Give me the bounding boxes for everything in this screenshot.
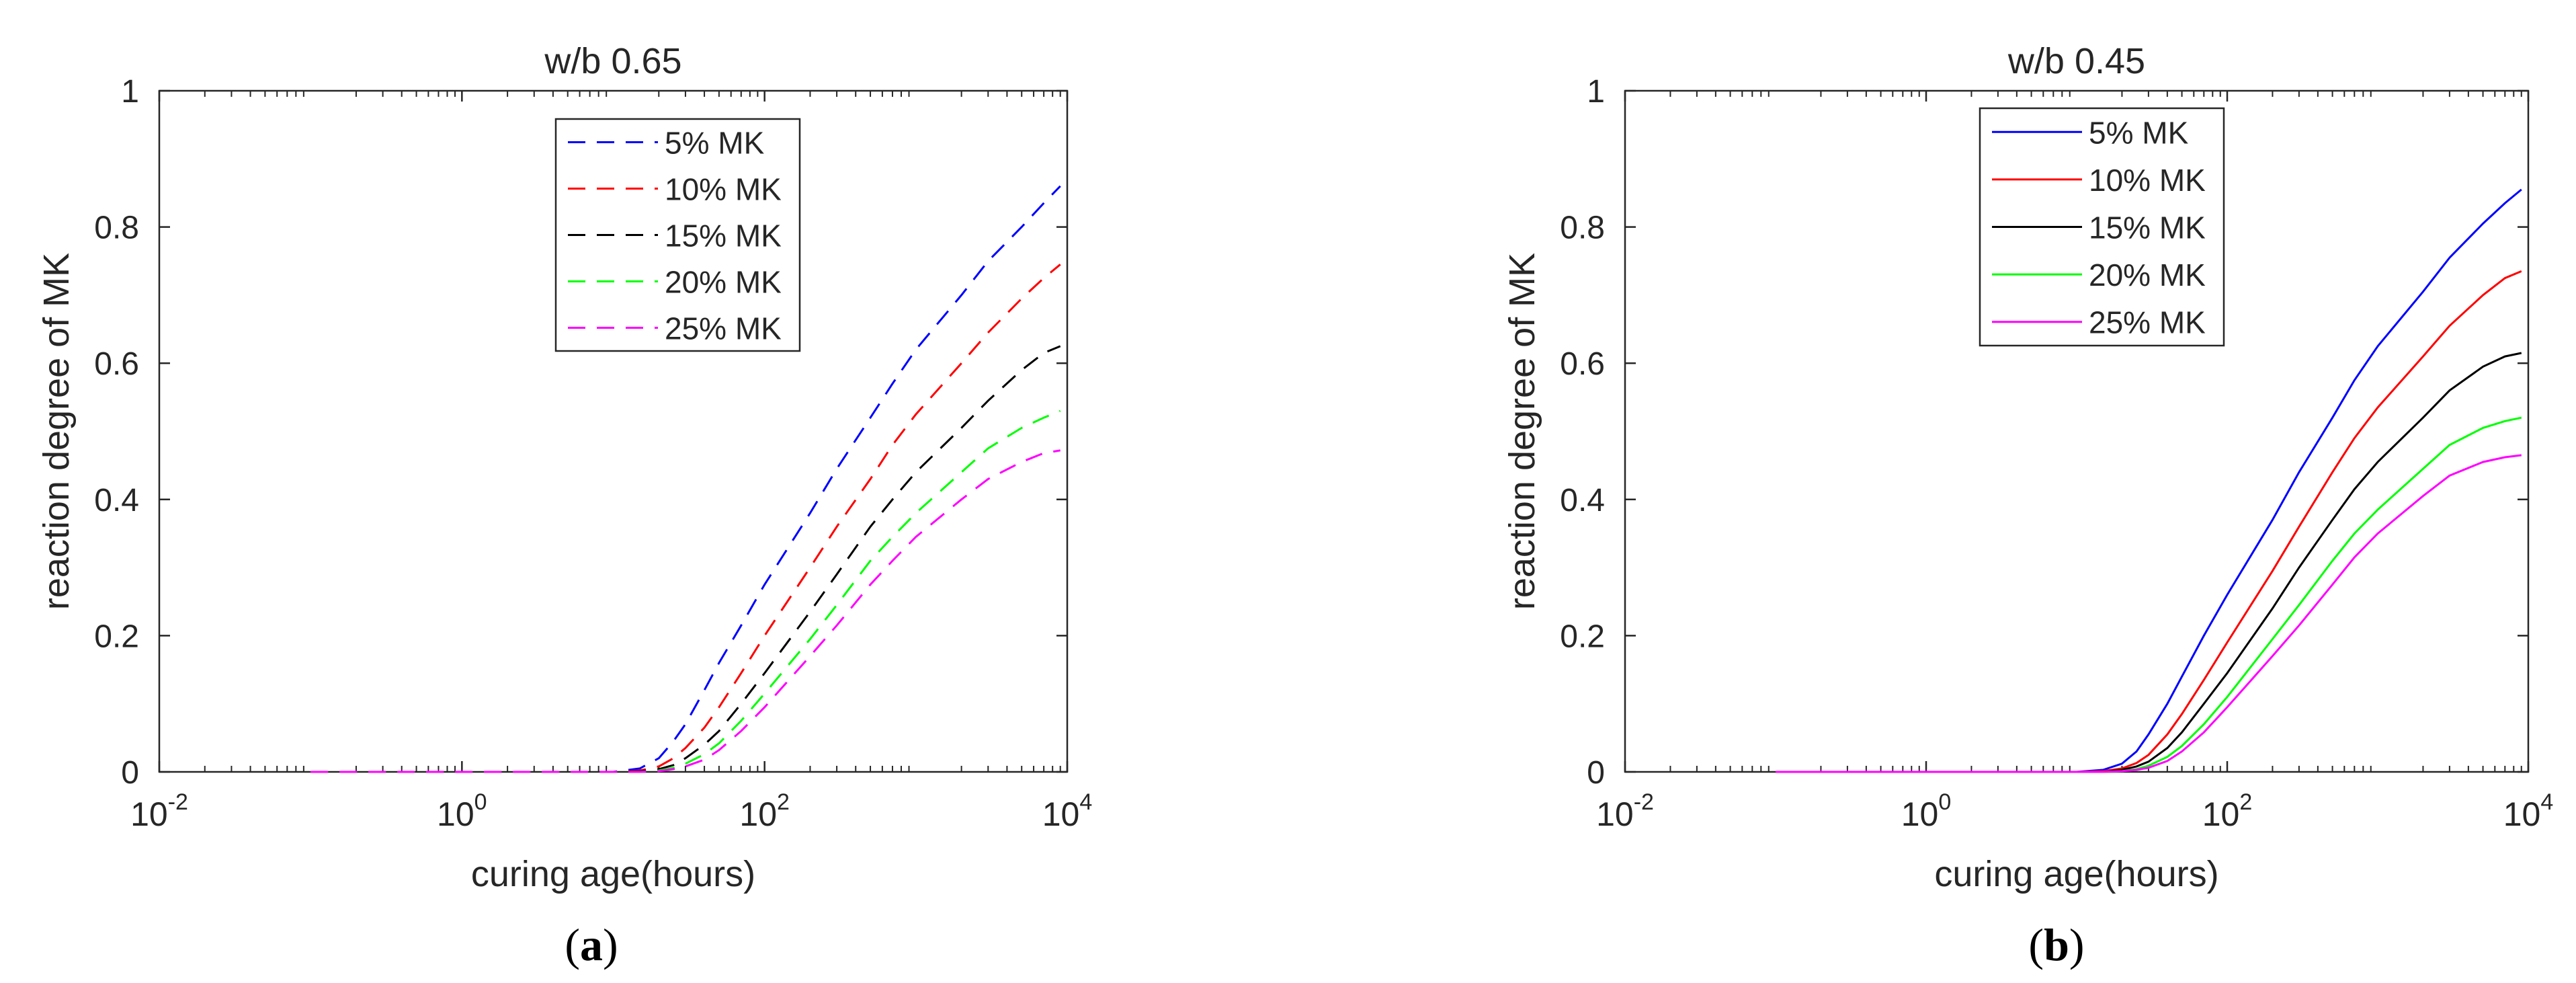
y-tick-label: 0.4: [1560, 483, 1605, 518]
legend-label: 5% MK: [2089, 115, 2189, 150]
chart-title: w/b 0.45: [2007, 41, 2145, 81]
x-axis-label: curing age(hours): [471, 854, 755, 894]
y-tick-label: 0.6: [1560, 346, 1605, 382]
y-tick-label: 1: [121, 74, 139, 110]
legend-label: 10% MK: [2089, 163, 2206, 198]
y-tick-label: 0: [1587, 755, 1605, 791]
x-tick-label: 10-2: [1596, 789, 1654, 833]
chart-panel-a: 10-2 100 102 104 0 0.2 0.4 0.6 0.8 1 w/b 0.65 curin…: [36, 41, 1092, 970]
legend-label: 15% MK: [665, 219, 782, 253]
chart-title: w/b 0.65: [544, 41, 681, 81]
series-line-1: [1776, 188, 2522, 773]
y-tick-label: 0.4: [94, 483, 139, 518]
legend-label: 5% MK: [665, 126, 765, 161]
x-tick-label: 102: [739, 789, 790, 833]
legend: 5% MK 10% MK 15% MK 20% MK 25% MK: [1979, 107, 2225, 347]
panel-caption: (b): [2028, 919, 2084, 970]
chart-panel-b: 10-2 100 102 104 0 0.2 0.4 0.6 0.8 1 w/b 0.45 curin…: [1502, 41, 2553, 970]
x-tick-label: 104: [1042, 789, 1093, 833]
legend-label: 25% MK: [665, 311, 782, 346]
legend-label: 10% MK: [665, 172, 782, 207]
series-line-5: [310, 449, 1061, 773]
legend-label: 20% MK: [2089, 258, 2206, 292]
y-tick-label: 0: [121, 755, 139, 791]
legend: 5% MK 10% MK 15% MK 20% MK 25% MK: [554, 118, 801, 352]
y-tick-label: 0.2: [94, 619, 139, 654]
x-tick-label: 100: [437, 789, 487, 833]
y-tick-label: 0.8: [94, 210, 139, 246]
series-line-3: [310, 345, 1061, 773]
x-axis-label: curing age(hours): [1934, 854, 2218, 894]
series-line-1: [310, 185, 1061, 773]
legend-label: 15% MK: [2089, 210, 2206, 245]
x-tick-label: 10-2: [130, 789, 188, 833]
legend-label: 20% MK: [665, 265, 782, 300]
y-tick-label: 0.2: [1560, 619, 1605, 654]
legend-label: 25% MK: [2089, 305, 2206, 340]
y-axis-label: reaction degree of MK: [1502, 253, 1542, 610]
x-tick-label: 104: [2503, 789, 2554, 833]
series-line-2: [310, 264, 1061, 773]
x-tick-label: 102: [2202, 789, 2253, 833]
series-line-5: [1776, 454, 2522, 773]
y-tick-label: 0.6: [94, 346, 139, 382]
panel-caption: (a): [565, 919, 618, 970]
y-tick-label: 1: [1587, 74, 1605, 110]
y-axis-label: reaction degree of MK: [36, 253, 77, 610]
legend-box: [554, 118, 801, 352]
x-tick-label: 100: [1901, 789, 1952, 833]
y-tick-label: 0.8: [1560, 210, 1605, 246]
